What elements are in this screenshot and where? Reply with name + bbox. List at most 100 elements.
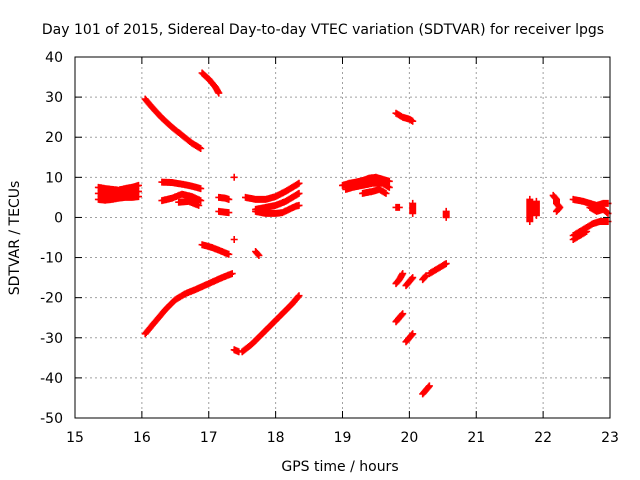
marker-trail: [359, 185, 390, 197]
series-arc-24: [392, 109, 417, 125]
marker-trail: [392, 109, 417, 125]
marker-trail: [526, 195, 534, 225]
marker-trail: [215, 193, 233, 203]
series-arc-31: [402, 330, 417, 346]
marker-trail: [342, 179, 393, 193]
marker-trail: [141, 95, 205, 152]
x-tick-label: 20: [400, 430, 418, 446]
series-arc-35: [526, 195, 534, 225]
x-tick-label: 23: [601, 430, 619, 446]
marker-trail: [252, 201, 303, 217]
x-tick-label: 16: [133, 430, 151, 446]
marker-trail: [94, 181, 142, 194]
series-arc-23: [359, 185, 390, 197]
chart-title: Day 101 of 2015, Sidereal Day-to-day VTE…: [42, 22, 604, 38]
marker-trail: [252, 248, 263, 259]
y-tick-label: -20: [40, 291, 63, 307]
marker-trail: [569, 218, 612, 239]
series-arc-32: [419, 272, 430, 284]
series-arc-34: [419, 382, 433, 398]
y-axis-title: SDTVAR / TECUs: [7, 181, 23, 296]
series-arc-13: [230, 173, 238, 181]
series-arc-33: [425, 260, 450, 278]
series-arc-20: [252, 248, 263, 259]
marker-trail: [238, 292, 303, 356]
series-arc-30: [392, 310, 407, 326]
data-points: [94, 69, 612, 398]
series-arc-26: [409, 199, 417, 217]
series-arc-14: [230, 236, 238, 243]
grid-lines: [75, 57, 610, 418]
marker-trail: [442, 207, 450, 221]
marker-trail: [230, 236, 238, 243]
series-arc-25: [392, 203, 403, 211]
marker-trail: [402, 330, 417, 346]
series-arc-02: [94, 187, 142, 199]
marker-trail: [242, 179, 303, 203]
series-arc-06: [158, 190, 205, 205]
marker-trail: [94, 187, 142, 199]
series-arc-36: [532, 197, 540, 219]
series-arc-07: [175, 197, 203, 209]
series-arc-12: [215, 207, 233, 217]
marker-trail: [569, 228, 591, 243]
x-axis-title: GPS time / hours: [281, 459, 398, 475]
marker-trail: [392, 270, 407, 288]
y-tick-label: 40: [45, 50, 63, 66]
marker-trail: [339, 173, 393, 189]
marker-trail: [549, 191, 564, 215]
x-tick-label: 17: [200, 430, 218, 446]
marker-trail: [158, 190, 205, 205]
series-arc-03: [94, 193, 142, 204]
y-tick-label: 30: [45, 90, 63, 106]
series-arc-38: [569, 195, 612, 209]
series-arc-21: [339, 173, 393, 189]
x-tick-label: 15: [66, 430, 84, 446]
y-tick-label: 20: [45, 130, 63, 146]
series-arc-09: [198, 241, 233, 258]
y-tick-label: 0: [54, 210, 63, 226]
series-arc-19: [252, 201, 303, 217]
series-arc-40: [569, 218, 612, 239]
series-arc-28: [392, 270, 407, 288]
marker-trail: [215, 207, 233, 217]
y-tick-label: -50: [40, 411, 63, 427]
y-tick-label: 10: [45, 170, 63, 186]
series-arc-22: [342, 179, 393, 193]
marker-trail: [175, 197, 203, 209]
marker-trail: [94, 193, 142, 204]
marker-trail: [569, 195, 612, 209]
series-arc-01: [94, 181, 142, 194]
marker-trail: [586, 203, 612, 217]
marker-trail: [198, 241, 233, 258]
marker-trail: [198, 69, 223, 97]
x-tick-label: 21: [467, 430, 485, 446]
series-arc-04: [141, 95, 205, 152]
series-arc-11: [215, 193, 233, 203]
series-arc-16: [238, 292, 303, 356]
marker-trail: [392, 203, 403, 211]
series-arc-29: [402, 274, 417, 290]
axis-ticks: 15 16 17 18 19 20 21 22 23 -50 -40 -30 -20 -10 0 10 20 30…: [40, 50, 619, 446]
series-arc-39: [586, 203, 612, 217]
marker-trail: [392, 310, 407, 326]
marker-trail: [425, 260, 450, 278]
marker-trail: [158, 178, 205, 193]
marker-trail: [532, 197, 540, 219]
series-arc-37: [549, 191, 564, 215]
y-tick-label: -40: [40, 371, 63, 387]
marker-trail: [402, 274, 417, 290]
y-tick-label: -30: [40, 331, 63, 347]
marker-trail: [419, 272, 430, 284]
x-tick-label: 18: [267, 430, 285, 446]
series-arc-08: [198, 69, 223, 97]
y-tick-label: -10: [40, 251, 63, 267]
series-arc-41: [569, 228, 591, 243]
series-arc-17: [242, 179, 303, 203]
x-tick-label: 22: [534, 430, 552, 446]
x-tick-label: 19: [334, 430, 352, 446]
marker-trail: [230, 173, 238, 181]
marker-trail: [141, 270, 236, 338]
